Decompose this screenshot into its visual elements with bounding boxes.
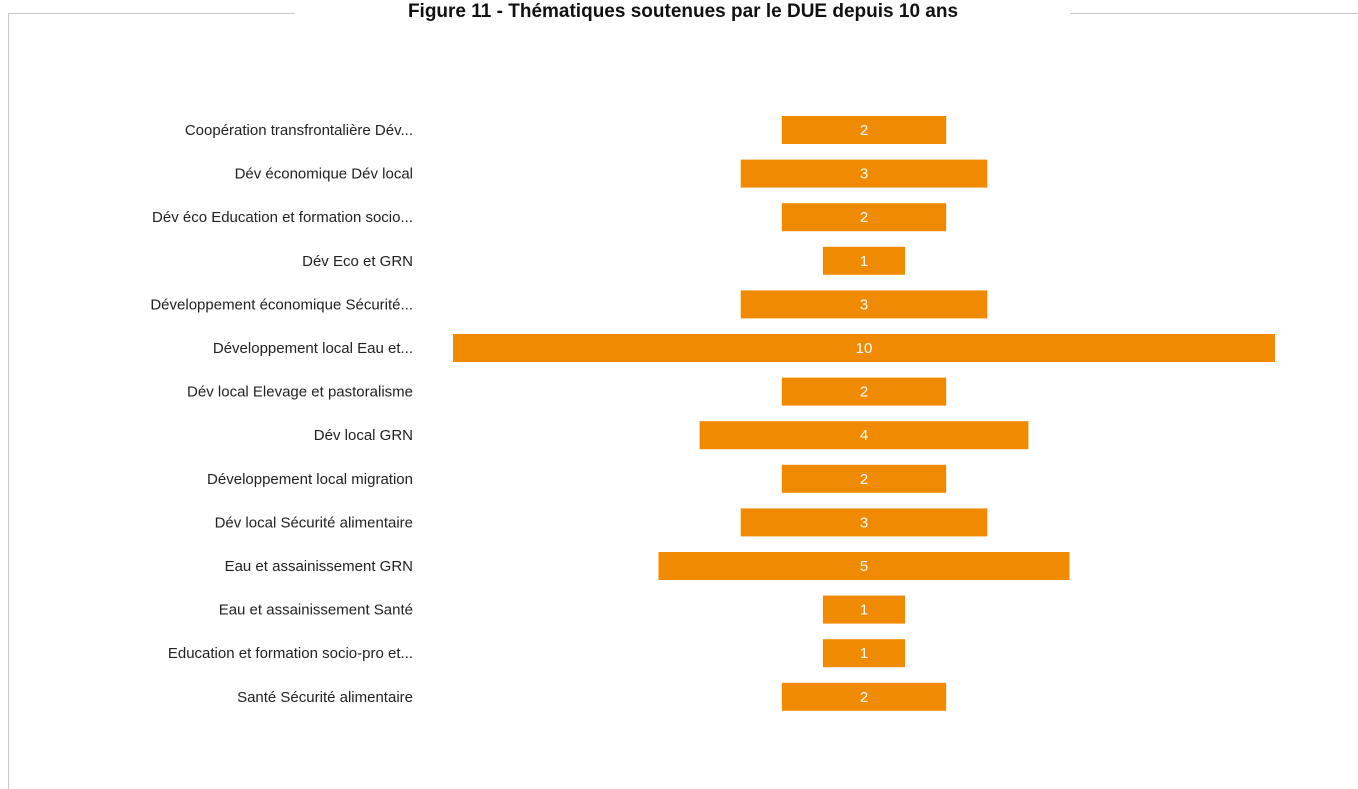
category-label: Coopération transfrontalière Dév... <box>185 122 413 139</box>
bar <box>740 290 988 319</box>
bar <box>822 639 906 668</box>
value-label: 5 <box>860 558 868 575</box>
bar <box>699 421 1029 450</box>
value-label: 2 <box>860 689 868 706</box>
value-label: 2 <box>860 209 868 226</box>
bar <box>740 508 988 537</box>
category-label: Dév Eco et GRN <box>302 253 413 270</box>
category-label: Développement économique Sécurité... <box>150 296 413 313</box>
category-label: Développement local Eau et... <box>213 340 413 357</box>
category-label: Eau et assainissement Santé <box>219 602 413 619</box>
category-label: Dév local GRN <box>314 427 413 444</box>
value-label: 1 <box>860 253 868 270</box>
bar <box>658 552 1070 580</box>
bar <box>781 116 947 144</box>
value-label: 10 <box>856 340 873 357</box>
category-label: Dév économique Dév local <box>235 166 413 183</box>
category-label: Développement local migration <box>207 471 413 488</box>
category-label: Education et formation socio-pro et... <box>168 645 413 662</box>
bar <box>781 464 947 493</box>
value-label: 2 <box>860 471 868 488</box>
bar <box>822 595 906 624</box>
value-label: 4 <box>860 427 868 444</box>
value-label: 1 <box>860 602 868 619</box>
bar <box>740 159 988 188</box>
chart-title: Figure 11 - Thématiques soutenues par le… <box>408 1 958 22</box>
value-label: 3 <box>860 514 868 531</box>
category-label: Dév local Elevage et pastoralisme <box>187 384 413 401</box>
value-label: 2 <box>860 384 868 401</box>
bar <box>453 334 1275 362</box>
category-label: Dév éco Education et formation socio... <box>152 209 413 226</box>
category-label: Santé Sécurité alimentaire <box>237 689 413 706</box>
category-label: Eau et assainissement GRN <box>225 558 413 575</box>
bar <box>781 203 947 232</box>
value-label: 3 <box>860 296 868 313</box>
bar <box>822 246 906 275</box>
category-label: Dév local Sécurité alimentaire <box>215 514 413 531</box>
value-label: 2 <box>860 122 868 139</box>
value-label: 1 <box>860 645 868 662</box>
value-label: 3 <box>860 166 868 183</box>
bar <box>781 377 947 406</box>
bar <box>781 682 947 711</box>
